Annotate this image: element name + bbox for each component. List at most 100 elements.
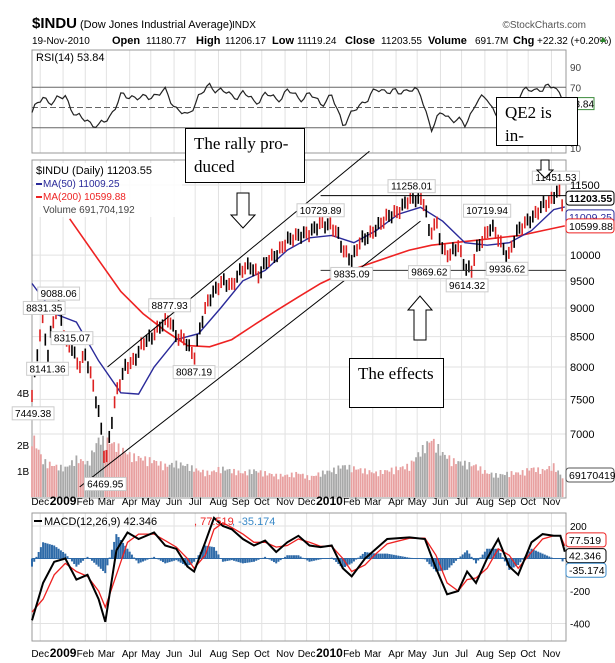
volume-bar <box>308 480 311 497</box>
macd-histogram-bar <box>275 558 278 564</box>
macd-histogram-bar <box>364 552 366 559</box>
up-arrow-icon <box>406 295 434 341</box>
x-tick-label: Sep <box>232 649 250 660</box>
volume-bar <box>428 442 431 497</box>
volume-bar <box>435 452 437 497</box>
volume-bar <box>446 458 449 497</box>
volume-bar <box>175 460 178 497</box>
macd-histogram-bar <box>514 558 517 567</box>
volume-bar <box>228 468 231 497</box>
x-tick-label: Jun <box>432 649 448 660</box>
volume-bar <box>313 476 315 497</box>
macd-histogram-bar <box>332 558 335 560</box>
macd-histogram-bar <box>310 558 313 562</box>
volume-bar <box>483 470 486 497</box>
volume-bar <box>190 465 193 497</box>
volume-bar <box>528 470 531 497</box>
macd-histogram-bar <box>534 550 537 559</box>
close-value: 11203.55 <box>381 36 422 47</box>
price-label: 11258.01 <box>391 182 432 193</box>
channel-lower-line <box>79 220 421 488</box>
price-label-box <box>485 261 529 276</box>
last-value-badge <box>565 190 615 206</box>
volume-bar <box>526 468 528 497</box>
macd-histogram-bar <box>122 542 125 559</box>
volume-bar <box>288 477 291 497</box>
volume-bar <box>286 474 289 497</box>
macd-histogram-bar <box>483 551 486 559</box>
macd-histogram-bar <box>381 553 384 559</box>
macd-histogram-bar <box>315 558 318 561</box>
macd-histogram-bar <box>106 558 109 566</box>
index-name: (Dow Jones Industrial Average) <box>80 19 233 31</box>
volume-bar <box>259 470 262 497</box>
price-label: 7449.38 <box>15 409 52 420</box>
volume-bar <box>35 448 38 497</box>
y-tick-label: 11500 <box>570 180 600 192</box>
macd-value-label: -35.174 <box>569 565 605 577</box>
macd-histogram-bar <box>406 557 409 559</box>
volume-bar <box>432 438 435 497</box>
macd-histogram-bar <box>352 558 355 562</box>
price-label-box <box>445 278 489 293</box>
volume-bar <box>250 474 253 497</box>
volume-bar <box>131 462 133 497</box>
x-tick-label: Apr <box>388 497 404 508</box>
macd-histogram-bar <box>510 558 513 569</box>
price-legend: $INDU (Daily) 11203.55 MA(50) 11009.25 M… <box>34 163 182 217</box>
volume-bar <box>319 476 322 497</box>
low-label: Low <box>272 35 294 47</box>
volume-bar <box>137 456 140 497</box>
axes: DecDec20092009FebFebMarMarAprAprMayMayJu… <box>17 63 601 660</box>
volume-bar <box>217 466 220 497</box>
macd-histogram-bar <box>383 553 386 559</box>
volume-tick-label: 2B <box>17 441 30 452</box>
volume-bar <box>31 446 33 497</box>
x-tick-label: Sep <box>498 649 516 660</box>
macd-histogram-bar <box>50 544 53 559</box>
last-value-label: 10599.88 <box>569 221 613 233</box>
legend-ma200: MA(200) 10599.88 <box>43 192 126 203</box>
price-label: 9088.06 <box>41 289 78 300</box>
macd-histogram-bar <box>230 558 233 561</box>
volume-bar <box>46 468 49 497</box>
x-tick-label: Jul <box>455 649 468 660</box>
volume-bar <box>375 471 377 497</box>
macd-histogram-bar <box>475 558 477 564</box>
price-label: 8831.35 <box>26 303 63 314</box>
x-tick-label: 2010 <box>316 494 343 508</box>
x-tick-label: Oct <box>520 649 536 660</box>
volume-bar <box>530 468 533 497</box>
volume-bar <box>246 475 249 497</box>
volume-bar <box>306 475 309 497</box>
volume-bar <box>550 470 553 497</box>
macd-histogram-bar <box>481 554 484 559</box>
volume-bar <box>455 464 457 497</box>
price-label: 10719.94 <box>466 206 508 217</box>
macd-histogram-bar <box>346 558 349 566</box>
macd-histogram-bar <box>77 558 80 565</box>
macd-histogram-bar <box>455 558 458 561</box>
macd-histogram-bar <box>53 545 56 559</box>
macd-histogram-bar <box>175 558 178 561</box>
volume-bar <box>197 470 200 497</box>
volume-bar <box>301 473 304 497</box>
macd-histogram-bar <box>161 558 164 563</box>
volume-bar <box>135 461 138 497</box>
x-tick-label: Jul <box>189 649 202 660</box>
volume-bar <box>317 472 320 497</box>
volume-bar <box>417 452 420 497</box>
last-value-label: 691704192 <box>569 470 615 482</box>
volume-bar <box>102 435 104 497</box>
x-tick-label: May <box>141 649 160 660</box>
y-tick-label: 9000 <box>570 303 594 315</box>
macd-histogram-bar <box>86 556 89 559</box>
macd-histogram-bar <box>272 558 275 563</box>
x-tick-label: Apr <box>122 649 138 660</box>
macd-histogram-bar <box>486 548 489 559</box>
volume-bar <box>397 470 400 497</box>
annotation-rally: The rally pro-duced <box>185 128 305 183</box>
volume-bar <box>66 466 69 497</box>
volume-bar <box>95 443 98 497</box>
x-tick-label: Mar <box>364 649 382 660</box>
